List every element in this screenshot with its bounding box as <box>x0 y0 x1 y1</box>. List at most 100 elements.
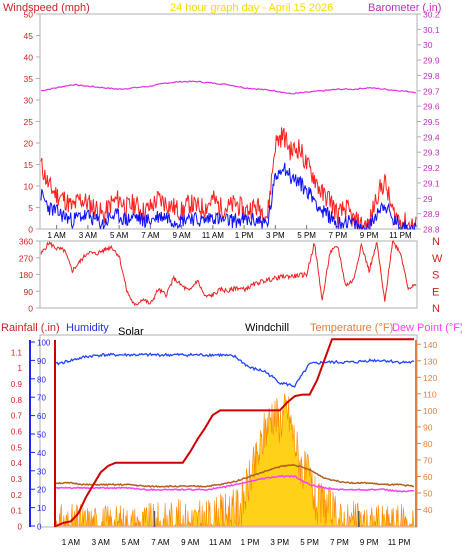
barometer-ytick-label: 29.2 <box>423 163 440 173</box>
barometer-ytick-label: 28.8 <box>423 225 440 235</box>
temperature-ytick-label: 120 <box>423 373 437 383</box>
compass-label: S <box>432 270 439 282</box>
wind-xtick-label: 7 AM <box>141 231 160 240</box>
humidity-ytick-label: 100 <box>37 339 51 348</box>
barometer-ytick-label: 29.9 <box>423 56 440 66</box>
compass-label: N <box>432 303 440 315</box>
humidity-axis-label: Humidity <box>66 322 109 334</box>
rainfall-axis-label: Rainfall (.in) <box>1 322 60 334</box>
rain-ytick-label: 1.1 <box>11 348 23 357</box>
barometer-ytick-label: 29.1 <box>423 178 440 188</box>
graph-title: 24 hour graph day - April 15 2026 <box>170 2 333 14</box>
rain-ytick-label: 1 <box>18 364 23 373</box>
humidity-ytick-label: 60 <box>37 412 46 421</box>
rain-ytick-label: 0.3 <box>11 475 23 484</box>
barometer-ytick-label: 29.8 <box>423 71 440 81</box>
solar-area <box>55 393 415 528</box>
weather-xtick-label: 5 AM <box>121 538 140 547</box>
wind-barometer-chart: 0 5 10 15 20 25 30 35 40 45 50 28.8 28.9 29 29.1 29.2 29… <box>24 10 440 241</box>
temperature-humidity-rain-chart: 0 0.1 0.2 0.3 0.4 0.5 0.6 0.7 0.8 0.9 1 1.1 0 10 20 30 4… <box>11 338 437 547</box>
humidity-ytick-label: 40 <box>37 449 46 458</box>
barometer-ytick-label: 29.5 <box>423 117 440 127</box>
wind-xtick-label: 1 AM <box>48 231 67 240</box>
temperature-ytick-label: 140 <box>423 340 437 350</box>
wind-ytick-label: 5 <box>28 203 33 213</box>
barometer-ytick-label: 30 <box>423 40 433 50</box>
wind-ytick-label: 35 <box>24 74 34 84</box>
wind-ytick-label: 30 <box>24 96 34 106</box>
wind-ytick-label: 20 <box>24 139 34 149</box>
rain-ytick-label: 0.4 <box>11 459 23 468</box>
wind-xtick-label: 5 AM <box>110 231 129 240</box>
wind-ytick-label: 40 <box>24 53 34 63</box>
wind-ytick-label: 10 <box>24 182 34 192</box>
wind-panel-frame <box>39 13 418 230</box>
humidity-ytick-label: 30 <box>37 467 46 476</box>
humidity-ytick-label: 80 <box>37 375 46 384</box>
barometer-ytick-label: 28.9 <box>423 209 440 219</box>
wind-ytick-label: 45 <box>24 31 34 41</box>
rainfall-line <box>55 338 414 527</box>
windchill-label: Windchill <box>245 322 289 334</box>
solar-label: Solar <box>118 326 144 338</box>
rain-ytick-label: 0.5 <box>11 443 23 452</box>
barometer-line <box>40 80 417 95</box>
weather-xtick-label: 1 AM <box>62 538 81 547</box>
humidity-ytick-label: 20 <box>37 486 46 495</box>
weather-xtick-label: 11 PM <box>388 538 411 547</box>
temperature-axis-label: Temperature (°F) <box>310 322 393 334</box>
weather-xtick-label: 11 AM <box>209 538 231 547</box>
temperature-ytick-label: 60 <box>423 472 433 482</box>
humidity-line <box>55 352 415 388</box>
rain-ytick-label: 0.9 <box>11 380 23 389</box>
barometer-ytick-label: 30.2 <box>423 10 440 20</box>
humidity-ytick-label: 90 <box>37 357 46 366</box>
temperature-ytick-label: 110 <box>423 389 437 399</box>
weather-xtick-label: 3 PM <box>270 538 289 547</box>
wind-ytick-label: 50 <box>24 10 34 20</box>
barometer-ytick-label: 29.6 <box>423 102 440 112</box>
humidity-ytick-label: 50 <box>37 431 46 440</box>
humidity-ytick-label: 0 <box>37 523 42 532</box>
rain-ytick-label: 0 <box>18 523 23 532</box>
wind-xtick-label: 1 PM <box>235 231 254 240</box>
wind-direction-line <box>40 240 417 307</box>
temperature-ytick-label: 130 <box>423 356 437 366</box>
wind-ytick-label: 15 <box>24 160 34 170</box>
rain-ytick-label: 0.6 <box>11 428 23 437</box>
windspeed-axis-label: Windspeed (mph) <box>3 2 90 14</box>
temperature-ytick-label: 90 <box>423 422 433 432</box>
wind-xtick-label: 5 PM <box>297 231 316 240</box>
barometer-axis-label: Barometer (.in) <box>368 2 441 14</box>
wind-xtick-label: 7 PM <box>329 231 348 240</box>
weather-xtick-label: 9 PM <box>360 538 379 547</box>
temperature-ytick-label: 50 <box>423 488 433 498</box>
wind-average-line <box>40 162 417 230</box>
barometer-ytick-label: 29 <box>423 194 433 204</box>
rain-ytick-label: 0.7 <box>11 412 23 421</box>
direction-ytick-label: 270 <box>19 253 33 263</box>
temperature-ytick-label: 40 <box>423 505 433 515</box>
wind-gust-line <box>40 127 417 230</box>
weather-xtick-label: 9 AM <box>181 538 200 547</box>
humidity-ytick-label: 10 <box>37 504 46 513</box>
humidity-ytick-label: 70 <box>37 394 46 403</box>
direction-ytick-label: 90 <box>24 287 34 297</box>
weather-xtick-label: 7 AM <box>151 538 170 547</box>
barometer-ytick-label: 29.3 <box>423 148 440 158</box>
direction-ytick-label: 180 <box>19 270 33 280</box>
weather-xtick-label: 1 PM <box>241 538 260 547</box>
dewpoint-axis-label: Dew Point (°F) <box>392 322 462 334</box>
compass-label: E <box>432 286 439 298</box>
compass-label: N <box>432 236 440 248</box>
wind-xtick-label: 3 AM <box>79 231 98 240</box>
barometer-ytick-label: 29.4 <box>423 132 440 142</box>
temperature-line <box>55 463 415 488</box>
wind-xtick-label: 11 AM <box>202 231 224 240</box>
compass-label: W <box>432 253 443 265</box>
wind-xtick-label: 9 AM <box>173 231 192 240</box>
rain-ytick-label: 0.8 <box>11 396 23 405</box>
barometer-ytick-label: 29.7 <box>423 86 440 96</box>
weather-xtick-label: 5 PM <box>300 538 319 547</box>
